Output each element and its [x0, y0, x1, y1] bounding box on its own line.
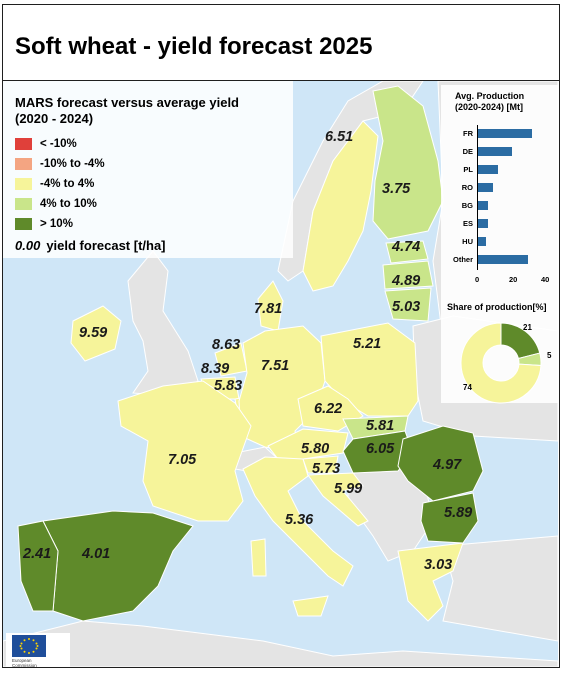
- value-portugal: 2.41: [23, 546, 52, 562]
- turkey: [442, 535, 558, 642]
- bar-other: [478, 255, 529, 264]
- sicily: [292, 595, 329, 617]
- sardinia: [250, 538, 267, 577]
- bar-label-es: ES: [462, 219, 473, 228]
- logo-text: European Commission: [12, 658, 37, 667]
- bar-de: [478, 147, 513, 156]
- value-hungary: 6.05: [366, 441, 395, 457]
- value-netherlands: 8.63: [212, 337, 241, 353]
- lithuania: [384, 287, 432, 322]
- value-greece: 3.03: [424, 557, 453, 573]
- value-sweden: 6.51: [325, 129, 354, 145]
- legend-item-below-minus10: < -10%: [15, 137, 77, 151]
- map-legend: MARS forecast versus average yield (2020…: [3, 81, 293, 258]
- france: [117, 380, 252, 522]
- legend-label: -4% to 4%: [40, 178, 95, 190]
- finland: [372, 85, 444, 240]
- share-chart-title: Share of production[%]: [447, 302, 547, 312]
- bar-label-bg: BG: [461, 201, 473, 210]
- legend-sample-value: 0.00: [15, 238, 41, 253]
- value-latvia: 4.89: [392, 273, 421, 289]
- legend-label: -10% to -4%: [40, 158, 105, 170]
- x-tick-20: 20: [509, 275, 518, 284]
- donut-slice-74: [460, 322, 542, 404]
- value-austria: 5.80: [301, 441, 330, 457]
- production-panel: Avg. Production (2020-2024) [Mt] FR DE PL R…: [441, 85, 558, 404]
- value-estonia: 4.74: [392, 239, 421, 255]
- legend-label: 4% to 10%: [40, 198, 97, 210]
- value-belgium: 8.39: [201, 361, 230, 377]
- bar-pl: [478, 165, 498, 174]
- share-donut: [460, 322, 542, 404]
- legend-item-minus4-to-4: -4% to 4%: [15, 177, 94, 191]
- production-chart-title: Avg. Production (2020-2024) [Mt]: [455, 91, 525, 112]
- value-france: 7.05: [168, 452, 197, 468]
- eu-flag-icon: [12, 635, 46, 657]
- value-romania: 4.97: [433, 457, 462, 473]
- value-czechia: 6.22: [314, 401, 343, 417]
- estonia: [385, 240, 429, 264]
- production-axis: [477, 125, 478, 270]
- latvia: [382, 260, 434, 290]
- greece: [397, 542, 464, 622]
- value-spain: 4.01: [82, 546, 111, 562]
- value-italy: 5.36: [285, 512, 314, 528]
- value-slovakia: 5.81: [366, 418, 395, 434]
- legend-item-4-to-10: 4% to 10%: [15, 197, 97, 211]
- share-label-5: 5: [547, 351, 552, 360]
- legend-sample-label: yield forecast [t/ha]: [46, 238, 166, 253]
- portugal: [17, 520, 59, 612]
- slovenia: [302, 455, 339, 474]
- denmark: [257, 280, 284, 332]
- legend-swatch: [15, 198, 32, 210]
- figure-frame: Soft wheat - yield forecast 2025: [2, 4, 560, 668]
- croatia: [307, 472, 369, 527]
- bar-label-fr: FR: [463, 129, 473, 138]
- title-bar: Soft wheat - yield forecast 2025: [3, 5, 559, 81]
- legend-swatch: [15, 158, 32, 170]
- share-label-21: 21: [523, 323, 532, 332]
- bar-label-ro: RO: [461, 183, 473, 192]
- value-croatia: 5.99: [334, 481, 363, 497]
- value-finland: 3.75: [382, 181, 411, 197]
- bar-label-hu: HU: [462, 237, 473, 246]
- sweden: [302, 120, 379, 292]
- legend-item-minus10-to-minus4: -10% to -4%: [15, 157, 105, 171]
- x-tick-40: 40: [541, 275, 550, 284]
- bar-label-pl: PL: [463, 165, 473, 174]
- legend-swatch: [15, 178, 32, 190]
- north-africa: [3, 620, 558, 667]
- value-ireland: 9.59: [79, 325, 108, 341]
- value-poland: 5.21: [353, 336, 382, 352]
- bar-label-de: DE: [462, 147, 473, 156]
- bar-hu: [478, 237, 487, 246]
- bar-label-other: Other: [452, 255, 473, 264]
- page-title: Soft wheat - yield forecast 2025: [15, 33, 373, 60]
- x-tick-0: 0: [475, 275, 480, 284]
- share-label-74: 74: [463, 383, 472, 392]
- value-germany: 7.51: [261, 358, 290, 374]
- italy: [242, 456, 354, 587]
- bar-es: [478, 219, 488, 228]
- legend-label: > 10%: [40, 218, 73, 230]
- eu-logo: European Commission: [6, 633, 70, 667]
- romania: [397, 425, 484, 502]
- value-luxembourg: 5.83: [214, 378, 243, 394]
- legend-title: MARS forecast versus average yield (2020…: [15, 95, 239, 126]
- bar-bg: [478, 201, 488, 210]
- map-area: MARS forecast versus average yield (2020…: [3, 81, 558, 667]
- value-denmark: 7.81: [254, 301, 283, 317]
- legend-swatch: [15, 138, 32, 150]
- legend-sample: 0.00 yield forecast [t/ha]: [15, 238, 166, 253]
- bar-fr: [478, 129, 532, 138]
- value-slovenia: 5.73: [312, 461, 341, 477]
- bar-ro: [478, 183, 493, 192]
- value-bulgaria: 5.89: [444, 505, 473, 521]
- ireland: [70, 305, 122, 362]
- donut-slice-21: [500, 322, 541, 360]
- value-lithuania: 5.03: [392, 299, 421, 315]
- legend-item-above-10: > 10%: [15, 217, 73, 231]
- legend-swatch: [15, 218, 32, 230]
- legend-label: < -10%: [40, 138, 77, 150]
